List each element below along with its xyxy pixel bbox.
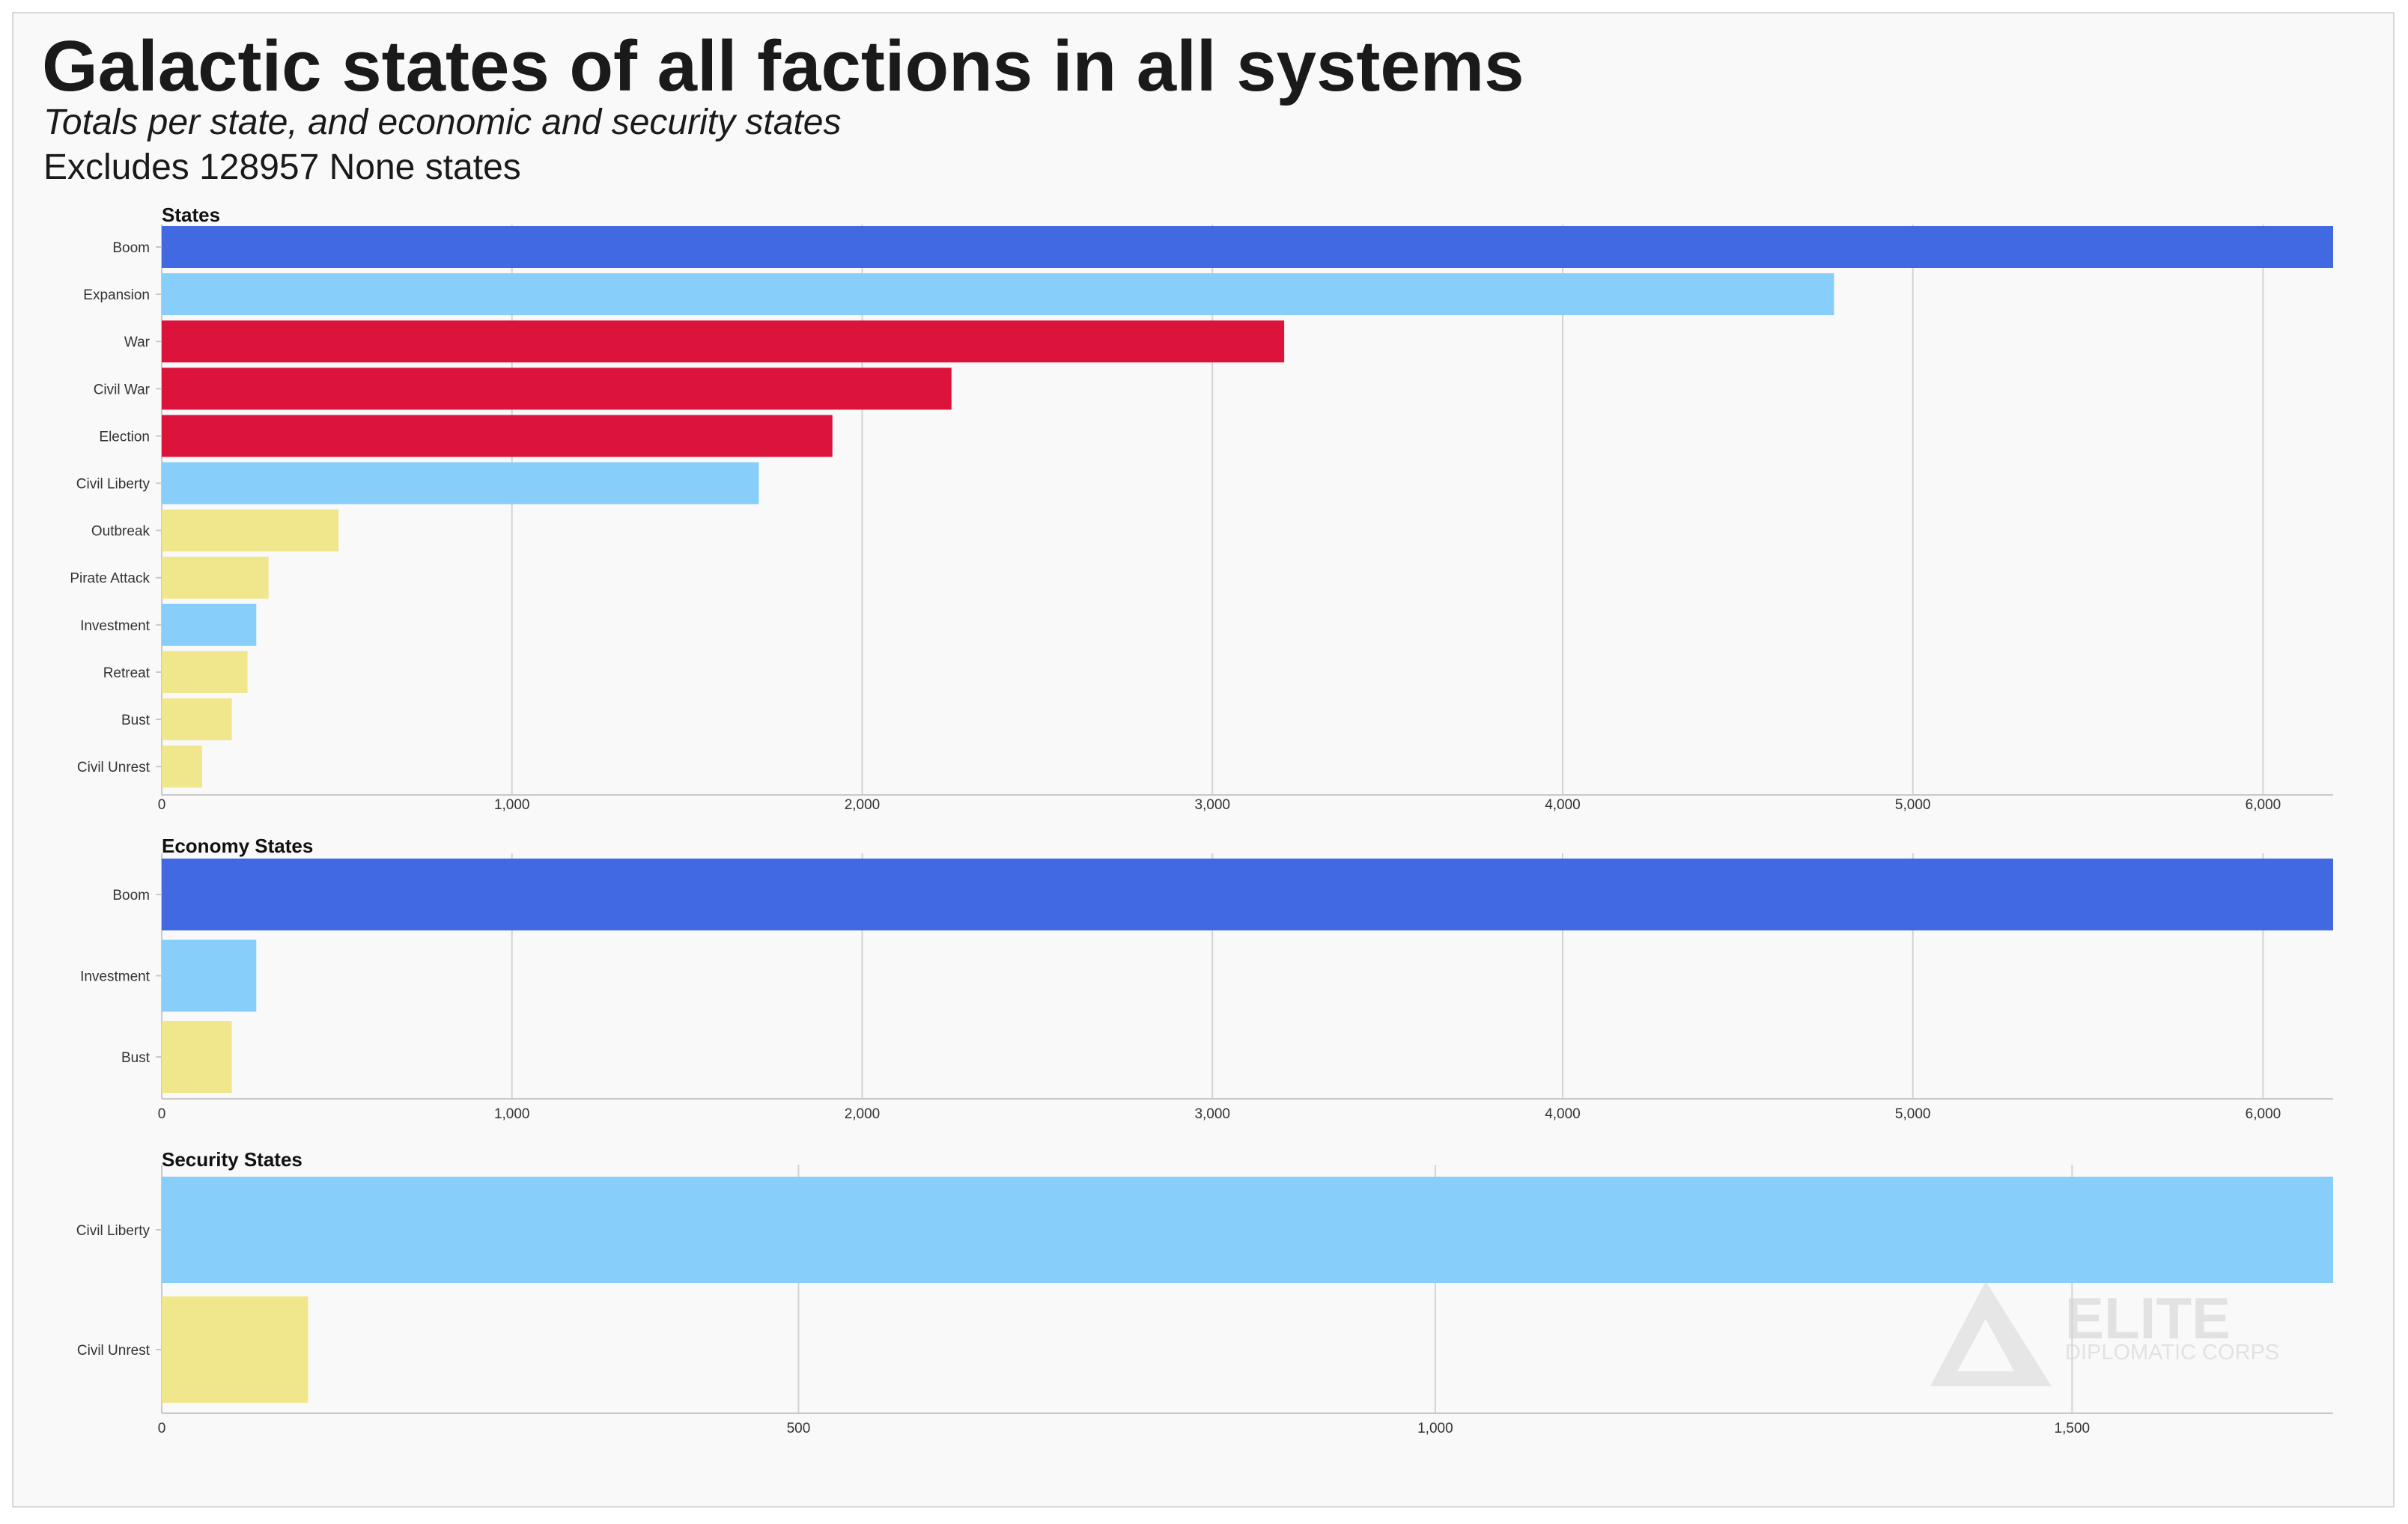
security-states-x-tick-label: 1,500 bbox=[2055, 1421, 2091, 1436]
states-category-label: Election bbox=[99, 429, 150, 445]
states-bar-election bbox=[162, 415, 833, 457]
security-states-category-label: Civil Liberty bbox=[76, 1223, 150, 1239]
security-states-title: Security States bbox=[162, 1148, 302, 1171]
states-category-label: Expansion bbox=[83, 287, 150, 303]
economy-states-category-label: Investment bbox=[80, 969, 150, 985]
states-category-label: Civil Liberty bbox=[76, 477, 150, 493]
security-states-bar-civil-unrest bbox=[162, 1296, 308, 1403]
states-category-label: Pirate Attack bbox=[70, 571, 150, 587]
states-category-label: Bust bbox=[121, 713, 150, 728]
economy-states-category-label: Boom bbox=[112, 888, 150, 903]
states-category-label: War bbox=[124, 335, 150, 350]
states-category-label: Outbreak bbox=[91, 524, 150, 540]
economy-states-x-tick-label: 0 bbox=[158, 1106, 166, 1122]
security-states-x-tick-label: 0 bbox=[158, 1421, 166, 1436]
economy-states-bar-boom bbox=[162, 859, 2333, 930]
states-category-label: Civil Unrest bbox=[77, 760, 150, 775]
watermark-title: ELITE bbox=[2065, 1285, 2231, 1351]
states-x-tick-label: 4,000 bbox=[1545, 797, 1581, 813]
security-states-x-tick-label: 1,000 bbox=[1417, 1421, 1453, 1436]
economy-states-x-tick-label: 6,000 bbox=[2246, 1106, 2281, 1122]
economy-states-title: Economy States bbox=[162, 835, 313, 857]
states-category-label: Retreat bbox=[103, 665, 150, 681]
security-states-x-tick-label: 500 bbox=[787, 1421, 811, 1436]
economy-states-bar-bust bbox=[162, 1021, 232, 1093]
watermark-subtitle: DIPLOMATIC CORPS bbox=[2065, 1341, 2279, 1365]
states-bar-investment bbox=[162, 603, 257, 646]
economy-states-x-tick-label: 1,000 bbox=[494, 1106, 530, 1122]
page-subtitle: Totals per state, and economic and secur… bbox=[43, 103, 842, 142]
states-title: States bbox=[162, 204, 220, 226]
states-bar-war bbox=[162, 320, 1285, 363]
economy-states-x-tick-label: 5,000 bbox=[1895, 1106, 1931, 1122]
states-category-label: Civil War bbox=[94, 382, 150, 397]
economy-states-x-tick-label: 4,000 bbox=[1545, 1106, 1581, 1122]
states-bar-expansion bbox=[162, 273, 1834, 316]
states-x-tick-label: 5,000 bbox=[1895, 797, 1931, 813]
states-bar-boom bbox=[162, 226, 2333, 268]
economy-states-x-tick-label: 3,000 bbox=[1194, 1106, 1230, 1122]
states-category-label: Boom bbox=[112, 240, 150, 256]
security-states-category-label: Civil Unrest bbox=[77, 1343, 150, 1359]
states-panel: States Boom Expansion War Civil War Election C… bbox=[70, 204, 2333, 813]
states-x-tick-label: 6,000 bbox=[2246, 797, 2281, 813]
states-bar-civil-war bbox=[162, 368, 952, 410]
economy-states-x-tick-label: 2,000 bbox=[845, 1106, 881, 1122]
economy-states-panel: Economy States Boom Investment Bust 0 1,000 2,… bbox=[80, 835, 2333, 1122]
states-x-tick-label: 3,000 bbox=[1194, 797, 1230, 813]
states-bar-civil-unrest bbox=[162, 746, 202, 788]
states-x-tick-label: 0 bbox=[158, 797, 166, 813]
states-bar-civil-liberty bbox=[162, 462, 759, 505]
page-title: Galactic states of all factions in all s… bbox=[42, 26, 1524, 106]
states-bar-bust bbox=[162, 698, 232, 740]
security-states-bar-civil-liberty bbox=[162, 1177, 2333, 1283]
states-bar-retreat bbox=[162, 650, 248, 693]
security-states-panel: Security States Civil Liberty Civil Unrest… bbox=[76, 1148, 2333, 1436]
economy-states-category-label: Bust bbox=[121, 1050, 150, 1066]
states-x-tick-label: 2,000 bbox=[845, 797, 881, 813]
exclusion-note: Excludes 128957 None states bbox=[43, 147, 521, 187]
states-x-tick-label: 1,000 bbox=[494, 797, 530, 813]
states-bar-outbreak bbox=[162, 509, 339, 552]
watermark-logo-inner bbox=[1957, 1319, 2014, 1371]
states-bar-pirate-attack bbox=[162, 556, 269, 599]
states-category-label: Investment bbox=[80, 618, 150, 634]
elite-diplomatic-corps-watermark: ELITE DIPLOMATIC CORPS bbox=[1930, 1281, 2279, 1386]
economy-states-bar-investment bbox=[162, 939, 257, 1012]
